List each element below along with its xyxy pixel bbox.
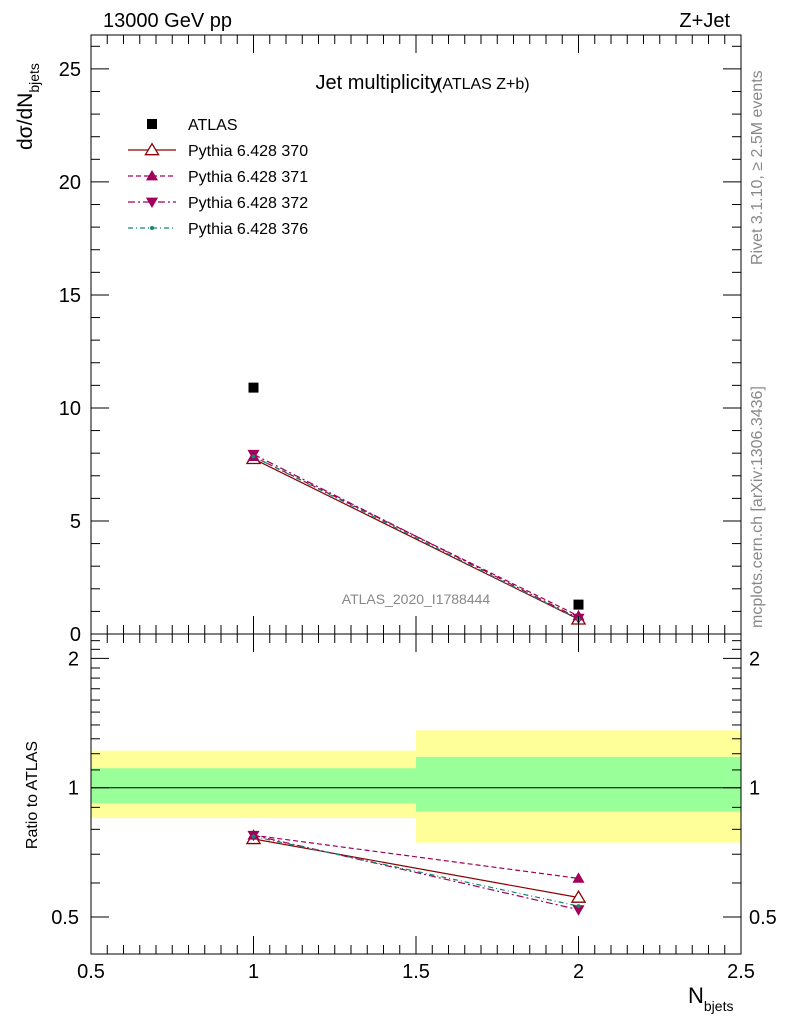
mcplots-label: mcplots.cern.ch [arXiv:1306.3436] xyxy=(749,386,766,628)
xtick-label-1: 1 xyxy=(248,961,259,983)
ratio-series-line-1 xyxy=(253,838,579,899)
main-ytick-label-0: 0 xyxy=(70,624,81,646)
legend-label-4: Pythia 6.428 376 xyxy=(188,221,308,238)
ratio-series-lines xyxy=(253,834,579,911)
chart-title: Jet multiplicity xyxy=(316,72,440,94)
main-series-line-4 xyxy=(253,456,579,620)
legend-label-2: Pythia 6.428 371 xyxy=(188,169,308,186)
legend-marker-1 xyxy=(144,142,160,156)
x-label-main: N xyxy=(688,983,704,1008)
legend-label-3: Pythia 6.428 372 xyxy=(188,195,308,212)
ratio-point-s3-2 xyxy=(572,905,585,916)
ratio-series-line-3 xyxy=(253,834,579,911)
ratio-ytick-label-left-0.5: 0.5 xyxy=(51,907,79,929)
rivet-version-label: Rivet 3.1.10, ≥ 2.5M events xyxy=(749,70,766,265)
main-series-line-3 xyxy=(253,453,579,619)
energy-label: 13000 GeV pp xyxy=(103,10,232,32)
svg-text:dσ/dNbjets: dσ/dNbjets xyxy=(14,63,42,150)
ratio-band-inner-1 xyxy=(91,768,416,804)
main-ytick-label-10: 10 xyxy=(59,398,81,420)
main-point-s0-2 xyxy=(573,599,584,610)
main-ytick-label-15: 15 xyxy=(59,285,81,307)
ratio-y-tick-labels: 0.5 0.5 1 1 2 2 xyxy=(51,648,777,929)
legend-marker-0 xyxy=(147,119,157,129)
ratio-point-s4-2 xyxy=(576,904,581,909)
xtick-label-2: 2 xyxy=(573,961,584,983)
legend: ATLAS Pythia 6.428 370 Pythia 6.428 371 Pyt… xyxy=(128,117,308,238)
main-series-markers xyxy=(245,382,587,625)
legend-marker-3 xyxy=(145,197,159,209)
x-tick-labels: 0.5 1 1.5 2 2.5 xyxy=(77,961,755,983)
main-ytick-label-25: 25 xyxy=(59,59,81,81)
main-series-lines xyxy=(253,453,579,620)
chart-title-suffix: (ATLAS Z+b) xyxy=(437,76,530,93)
x-axis-label: Nbjets xyxy=(688,983,733,1014)
ratio-series-line-2 xyxy=(253,834,579,879)
main-ytick-label-20: 20 xyxy=(59,172,81,194)
main-y-axis-label: dσ/dNbjets xyxy=(14,63,42,150)
ratio-point-s4-1 xyxy=(251,834,256,839)
ratio-ytick-label-right-1: 1 xyxy=(749,778,760,800)
ratio-y-axis-label: Ratio to ATLAS xyxy=(24,741,41,849)
xtick-label-1.5: 1.5 xyxy=(402,961,430,983)
ratio-series-line-4 xyxy=(253,835,579,907)
process-label: Z+Jet xyxy=(679,10,730,32)
main-axis-ticks xyxy=(90,35,742,635)
legend-label-1: Pythia 6.428 370 xyxy=(188,143,308,160)
ratio-ytick-label-left-1: 1 xyxy=(68,778,79,800)
xtick-label-0.5: 0.5 xyxy=(77,961,105,983)
ratio-uncertainty-bands xyxy=(91,730,741,843)
ratio-ytick-label-right-0.5: 0.5 xyxy=(749,907,777,929)
main-point-s0-1 xyxy=(248,382,259,393)
main-y-label-main: dσ/dN xyxy=(14,93,37,150)
xtick-label-2.5: 2.5 xyxy=(727,961,755,983)
main-point-s4-1 xyxy=(251,454,256,459)
legend-label-0: ATLAS xyxy=(188,117,238,134)
ratio-axis-ticks xyxy=(90,634,742,954)
main-y-tick-labels: 0 5 10 15 20 25 xyxy=(59,59,81,646)
ratio-series-markers xyxy=(245,829,587,916)
legend-marker-2 xyxy=(145,169,159,181)
ratio-point-s1-2 xyxy=(570,889,587,903)
ratio-band-inner-2 xyxy=(416,756,741,812)
ratio-point-s2-2 xyxy=(572,872,585,883)
legend-marker-4 xyxy=(150,226,154,230)
main-ytick-label-5: 5 xyxy=(70,511,81,533)
x-label-sub: bjets xyxy=(704,998,734,1014)
analysis-watermark: ATLAS_2020_I1788444 xyxy=(342,591,491,607)
main-y-label-sub: bjets xyxy=(26,63,42,93)
ratio-ytick-label-right-2: 2 xyxy=(749,648,760,670)
ratio-ytick-label-left-2: 2 xyxy=(68,648,79,670)
